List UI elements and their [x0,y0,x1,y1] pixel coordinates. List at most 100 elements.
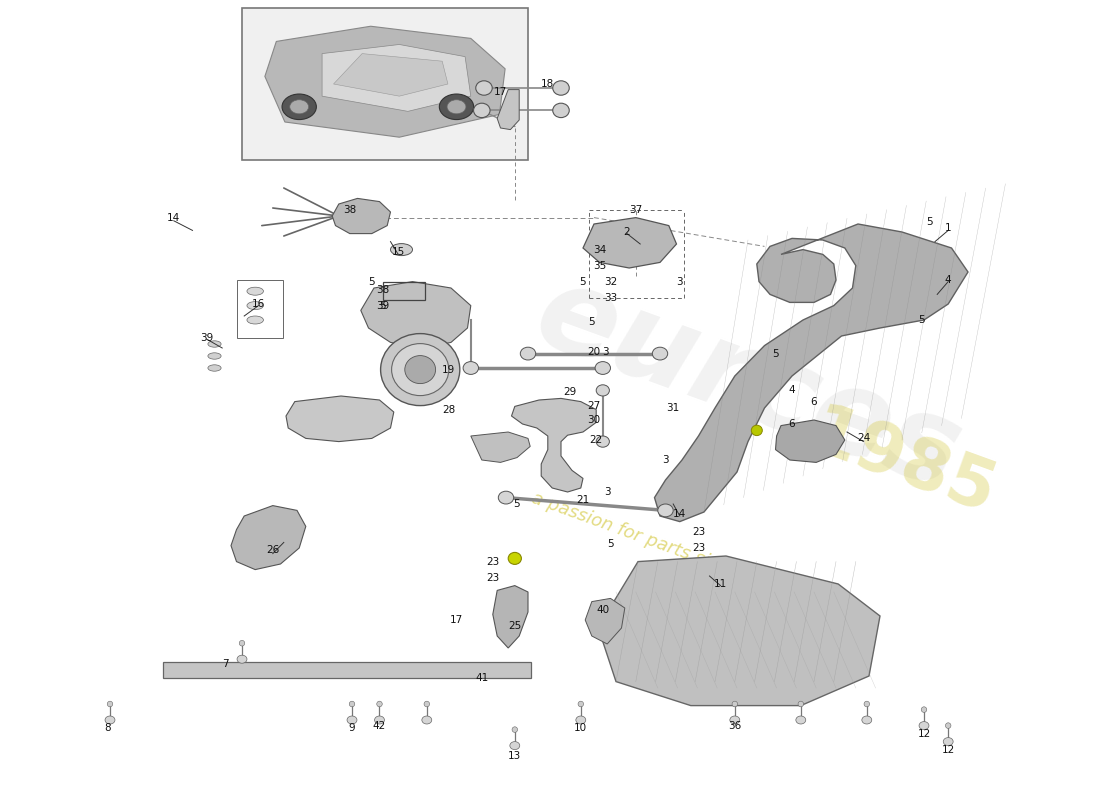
Text: 33: 33 [604,293,617,302]
Text: 17: 17 [450,615,463,625]
Ellipse shape [350,701,354,707]
Text: 38: 38 [343,205,356,214]
Text: 18: 18 [541,79,554,89]
Ellipse shape [392,344,449,395]
Ellipse shape [208,353,221,359]
Ellipse shape [795,716,805,724]
Text: 29: 29 [563,387,576,397]
Text: 38: 38 [376,285,389,294]
Text: 4: 4 [945,275,952,285]
Text: 42: 42 [373,722,386,731]
Text: 21: 21 [576,495,590,505]
Text: 5: 5 [580,277,586,286]
Ellipse shape [473,103,491,118]
Text: 32: 32 [604,277,617,286]
Ellipse shape [552,81,570,95]
Text: 7: 7 [222,659,229,669]
Text: 3: 3 [662,455,669,465]
Text: 4: 4 [789,385,795,394]
Text: 1: 1 [945,223,952,233]
Text: 5: 5 [514,499,520,509]
Ellipse shape [596,436,609,447]
Text: 24: 24 [857,434,870,443]
Text: 3: 3 [602,347,608,357]
Polygon shape [497,90,519,130]
Polygon shape [583,218,676,268]
Polygon shape [286,396,394,442]
Text: 14: 14 [673,509,686,518]
Text: 23: 23 [486,557,499,566]
Text: 34: 34 [593,245,606,254]
Text: 5: 5 [772,349,779,358]
Ellipse shape [945,723,950,728]
Text: eurces: eurces [520,254,976,514]
Ellipse shape [475,81,493,95]
Text: 19: 19 [442,365,455,374]
Ellipse shape [246,302,264,310]
Text: a passion for parts since 1985: a passion for parts since 1985 [529,489,791,599]
Text: 9: 9 [349,723,355,733]
Ellipse shape [447,100,466,114]
Text: 15: 15 [392,247,405,257]
Polygon shape [265,26,505,138]
Ellipse shape [240,640,244,646]
Polygon shape [493,586,528,648]
Text: 14: 14 [167,213,180,222]
Ellipse shape [463,362,478,374]
Ellipse shape [498,491,514,504]
Ellipse shape [405,355,436,383]
Text: 13: 13 [508,751,521,761]
Ellipse shape [733,701,738,707]
Ellipse shape [246,287,264,295]
Ellipse shape [865,701,870,707]
Ellipse shape [918,722,928,730]
Ellipse shape [552,103,570,118]
Ellipse shape [236,655,246,663]
Text: 3: 3 [676,277,683,286]
Text: 12: 12 [917,730,931,739]
Polygon shape [231,506,306,570]
Ellipse shape [513,726,518,733]
Ellipse shape [106,716,114,724]
Text: 27: 27 [587,402,601,411]
Ellipse shape [751,426,762,435]
Polygon shape [471,432,530,462]
Text: 23: 23 [692,527,705,537]
Ellipse shape [282,94,317,119]
Bar [163,662,531,678]
Ellipse shape [348,716,356,724]
Ellipse shape [374,716,384,724]
Ellipse shape [425,701,429,707]
Ellipse shape [579,701,584,707]
Ellipse shape [520,347,536,360]
Polygon shape [322,45,471,111]
Polygon shape [603,556,880,706]
Ellipse shape [390,243,412,256]
Bar [236,280,283,338]
Text: 41: 41 [475,674,488,683]
Ellipse shape [596,385,609,396]
Text: 5: 5 [918,315,925,325]
Ellipse shape [862,716,872,724]
Ellipse shape [576,716,586,724]
Polygon shape [333,54,448,96]
Polygon shape [776,420,845,462]
Text: 1985: 1985 [800,399,1004,529]
Ellipse shape [439,94,474,119]
Ellipse shape [508,552,521,565]
Text: 23: 23 [692,543,705,553]
Text: 6: 6 [789,419,795,429]
Ellipse shape [922,707,926,712]
Bar [383,282,425,300]
Text: 3: 3 [604,487,611,497]
Text: 16: 16 [252,299,265,309]
Text: 31: 31 [667,403,680,413]
Text: 5: 5 [368,277,375,286]
Text: 12: 12 [942,746,955,755]
Ellipse shape [289,100,309,114]
Text: 11: 11 [714,579,727,589]
Text: 37: 37 [629,205,642,214]
Text: 5: 5 [607,539,614,549]
Text: 36: 36 [728,722,741,731]
Ellipse shape [208,365,221,371]
